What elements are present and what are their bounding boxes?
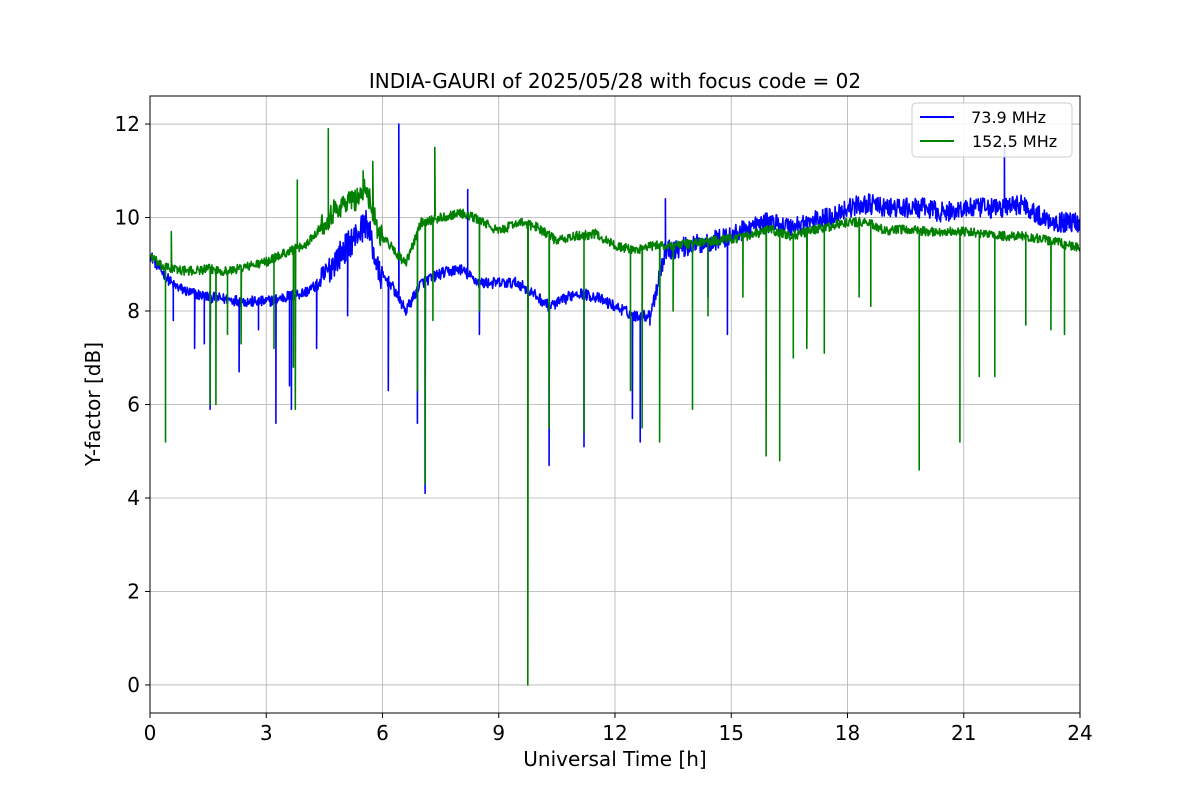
x-tick-label: 12	[602, 721, 627, 745]
legend-label-152-5-mhz: 152.5 MHz	[972, 132, 1057, 151]
x-tick-label: 21	[951, 721, 976, 745]
y-tick-label: 8	[127, 299, 140, 323]
x-axis-ticks: 0 3 6 9 12 15 18 21 24	[144, 713, 1093, 745]
x-tick-label: 6	[376, 721, 389, 745]
series-line-73-9-mhz	[150, 123, 1080, 495]
x-tick-label: 3	[260, 721, 273, 745]
y-tick-label: 6	[127, 393, 140, 417]
y-tick-label: 10	[115, 206, 140, 230]
x-tick-label: 24	[1067, 721, 1092, 745]
y-tick-label: 4	[127, 486, 140, 510]
y-axis-ticks: 0 2 4 6 8 10 12	[115, 112, 150, 697]
y-axis-label: Y-factor [dB]	[81, 342, 105, 467]
legend: 73.9 MHz 152.5 MHz	[911, 102, 1073, 158]
y-tick-label: 2	[127, 579, 140, 603]
y-tick-label: 12	[115, 112, 140, 136]
x-axis-label: Universal Time [h]	[523, 747, 706, 771]
x-tick-label: 9	[492, 721, 505, 745]
series-layer	[150, 123, 1080, 686]
x-tick-label: 18	[835, 721, 860, 745]
plot-series-area	[150, 123, 1080, 686]
y-tick-label: 0	[127, 673, 140, 697]
chart-title: INDIA-GAURI of 2025/05/28 with focus cod…	[369, 69, 861, 93]
series-line-152-5-mhz	[150, 127, 1080, 686]
x-tick-label: 0	[144, 721, 157, 745]
legend-label-73-9-mhz: 73.9 MHz	[966, 108, 1046, 127]
x-tick-label: 15	[719, 721, 744, 745]
